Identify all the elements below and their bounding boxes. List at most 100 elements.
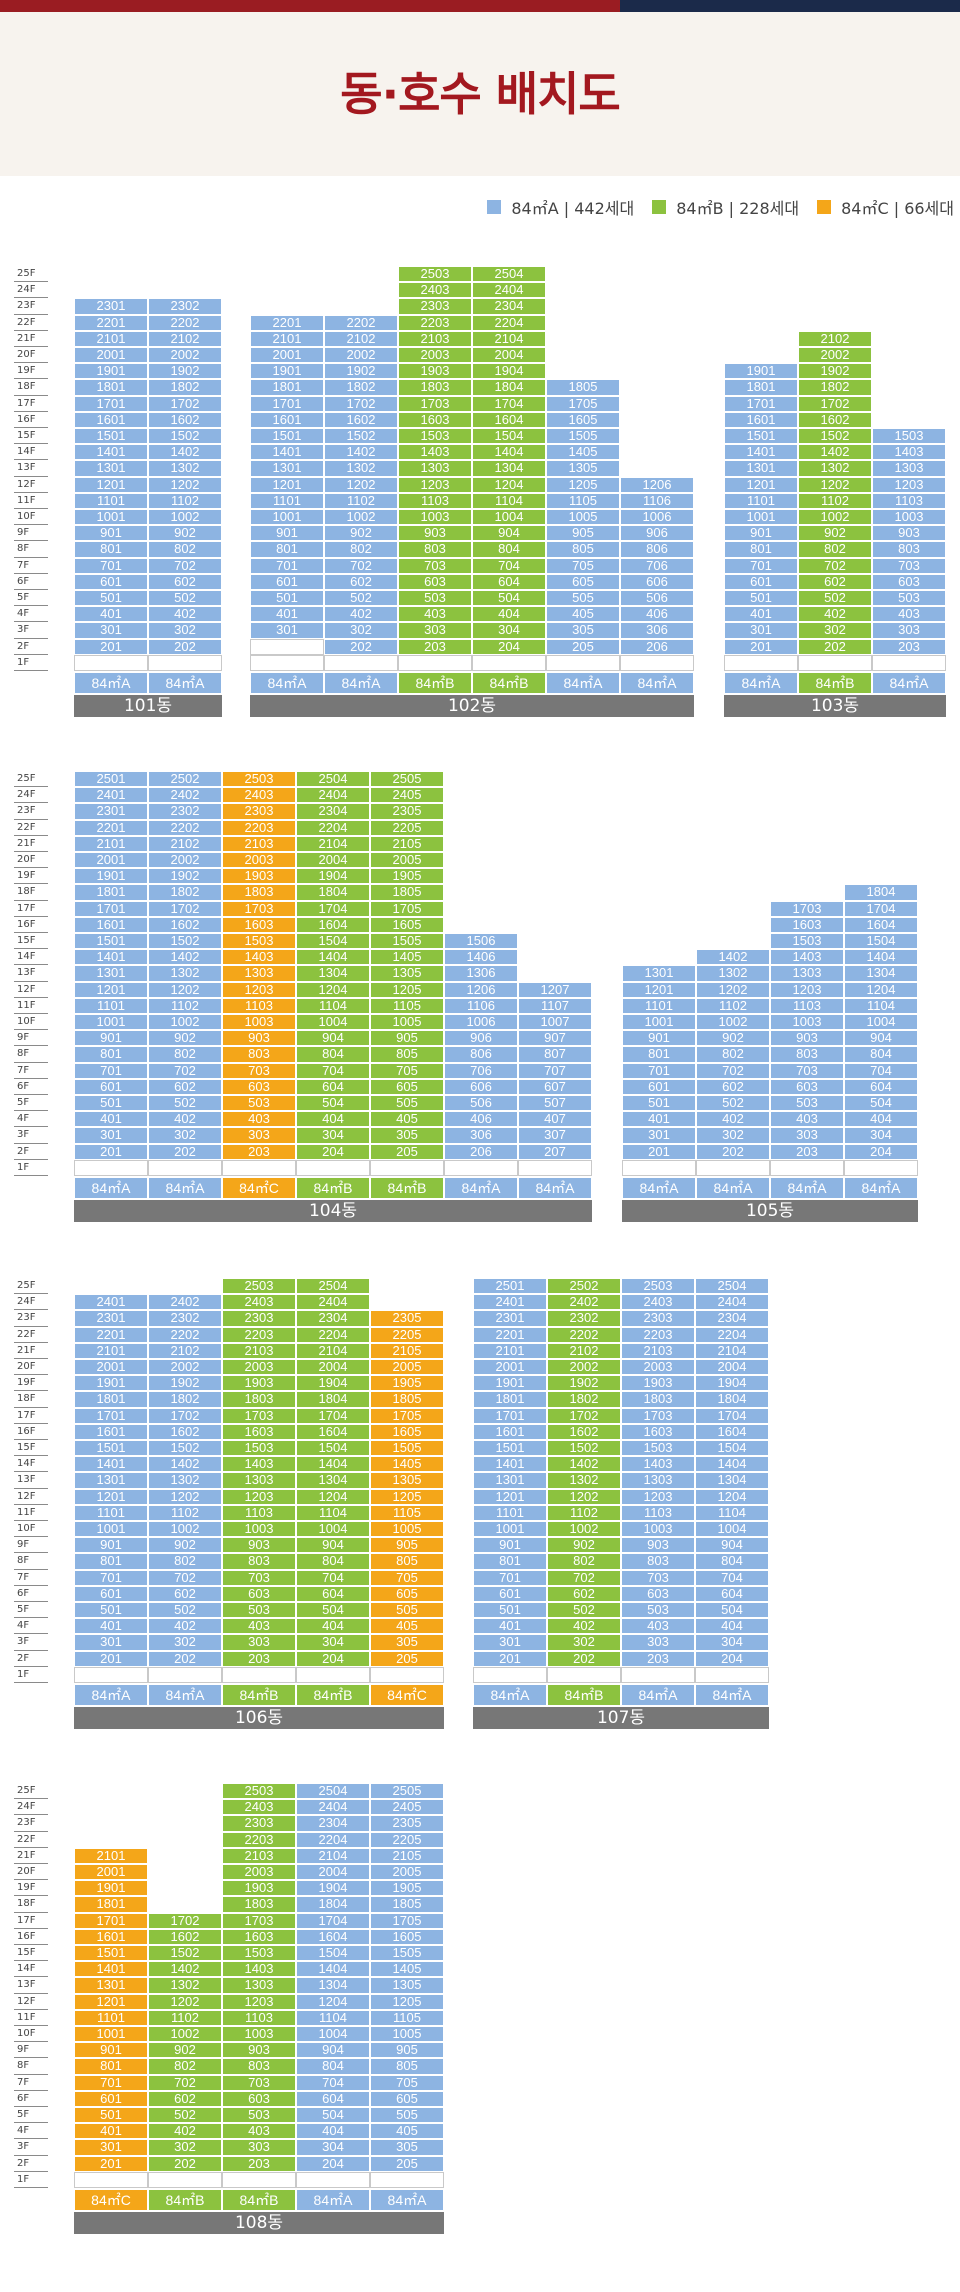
unit-cell[interactable]: 402	[547, 1618, 621, 1635]
unit-cell[interactable]: 1705	[546, 395, 620, 412]
unit-cell[interactable]: 2202	[148, 819, 222, 836]
unit-cell[interactable]: 2401	[74, 1294, 148, 1311]
unit-cell[interactable]: 2201	[74, 314, 148, 331]
unit-cell[interactable]: 1303	[770, 965, 844, 982]
unit-cell[interactable]: 1001	[74, 1014, 148, 1031]
unit-cell[interactable]: 403	[222, 2123, 296, 2140]
unit-cell[interactable]: 1003	[222, 1014, 296, 1031]
unit-cell[interactable]: 1604	[844, 916, 918, 933]
unit-cell[interactable]: 1401	[74, 1961, 148, 1978]
unit-cell[interactable]: 803	[872, 541, 946, 558]
unit-cell[interactable]: 1502	[148, 1440, 222, 1457]
unit-cell[interactable]: 1206	[620, 476, 694, 493]
unit-cell[interactable]: 503	[222, 1602, 296, 1619]
unit-cell[interactable]: 2503	[398, 266, 472, 283]
unit-cell[interactable]: 704	[472, 557, 546, 574]
unit-cell[interactable]: 2103	[222, 1847, 296, 1864]
unit-cell[interactable]: 1801	[74, 1391, 148, 1408]
unit-cell[interactable]: 306	[620, 622, 694, 639]
unit-cell[interactable]: 2203	[621, 1326, 695, 1343]
unit-cell[interactable]: 602	[696, 1078, 770, 1095]
unit-cell[interactable]: 1103	[872, 492, 946, 509]
unit-cell[interactable]: 2105	[370, 1342, 444, 1359]
unit-cell[interactable]: 1902	[547, 1375, 621, 1392]
unit-cell[interactable]: 1602	[148, 1928, 222, 1945]
unit-cell[interactable]: 803	[222, 1046, 296, 1063]
unit-cell[interactable]: 1104	[844, 997, 918, 1014]
unit-cell[interactable]: 1505	[370, 933, 444, 950]
unit-cell[interactable]: 1403	[222, 949, 296, 966]
unit-cell[interactable]: 1006	[620, 509, 694, 526]
unit-cell[interactable]: 702	[324, 557, 398, 574]
unit-cell[interactable]: 2103	[398, 330, 472, 347]
unit-cell[interactable]: 1701	[74, 900, 148, 917]
unit-cell[interactable]: 505	[370, 1602, 444, 1619]
unit-cell[interactable]: 904	[296, 1537, 370, 1554]
unit-cell[interactable]: 503	[222, 2107, 296, 2124]
unit-cell[interactable]: 506	[620, 590, 694, 607]
unit-cell[interactable]: 701	[74, 1062, 148, 1079]
unit-cell[interactable]: 1101	[74, 492, 148, 509]
unit-cell[interactable]: 1101	[724, 492, 798, 509]
unit-cell[interactable]: 1105	[370, 997, 444, 1014]
unit-cell[interactable]: 805	[546, 541, 620, 558]
unit-cell[interactable]: 302	[148, 1127, 222, 1144]
unit-cell[interactable]: 1203	[621, 1488, 695, 1505]
unit-cell[interactable]: 2503	[222, 1783, 296, 1800]
unit-cell[interactable]: 1803	[398, 379, 472, 396]
unit-cell[interactable]: 1604	[695, 1423, 769, 1440]
unit-cell[interactable]: 504	[296, 1602, 370, 1619]
unit-cell[interactable]: 703	[398, 557, 472, 574]
unit-cell[interactable]: 705	[370, 1569, 444, 1586]
unit-cell[interactable]: 1204	[296, 1993, 370, 2010]
unit-cell[interactable]: 502	[148, 590, 222, 607]
unit-cell[interactable]: 905	[370, 1030, 444, 1047]
unit-cell[interactable]: 1901	[74, 868, 148, 885]
unit-cell[interactable]: 505	[370, 2107, 444, 2124]
unit-cell[interactable]: 1201	[74, 981, 148, 998]
unit-cell[interactable]: 2305	[370, 1815, 444, 1832]
unit-cell[interactable]: 1703	[222, 1912, 296, 1929]
unit-cell[interactable]: 801	[74, 1046, 148, 1063]
unit-cell[interactable]: 2101	[74, 330, 148, 347]
unit-cell[interactable]: 901	[473, 1537, 547, 1554]
unit-cell[interactable]: 802	[696, 1046, 770, 1063]
unit-cell[interactable]: 1701	[250, 395, 324, 412]
unit-cell[interactable]: 204	[296, 1143, 370, 1160]
unit-cell[interactable]: 1205	[546, 476, 620, 493]
unit-cell[interactable]: 2405	[370, 1799, 444, 1816]
unit-cell[interactable]: 1701	[724, 395, 798, 412]
unit-cell[interactable]: 904	[296, 1030, 370, 1047]
unit-cell[interactable]: 1302	[148, 1977, 222, 1994]
unit-cell[interactable]: 2204	[296, 1326, 370, 1343]
unit-cell[interactable]: 604	[296, 1078, 370, 1095]
unit-cell[interactable]: 303	[222, 1127, 296, 1144]
unit-cell[interactable]: 1102	[547, 1504, 621, 1521]
unit-cell[interactable]: 1801	[250, 379, 324, 396]
unit-cell[interactable]: 401	[250, 606, 324, 623]
unit-cell[interactable]: 405	[370, 1618, 444, 1635]
unit-cell[interactable]: 1505	[370, 1945, 444, 1962]
unit-cell[interactable]: 504	[844, 1095, 918, 1112]
unit-cell[interactable]: 904	[296, 2042, 370, 2059]
unit-cell[interactable]: 1201	[74, 1993, 148, 2010]
unit-cell[interactable]: 1004	[296, 1014, 370, 1031]
unit-cell[interactable]: 804	[844, 1046, 918, 1063]
unit-cell[interactable]: 1204	[844, 981, 918, 998]
unit-cell[interactable]: 1502	[148, 428, 222, 445]
unit-cell[interactable]: 1203	[222, 1488, 296, 1505]
unit-cell[interactable]: 1902	[798, 363, 872, 380]
unit-cell[interactable]: 1404	[296, 1456, 370, 1473]
unit-cell[interactable]: 304	[296, 2139, 370, 2156]
unit-cell[interactable]: 2402	[547, 1294, 621, 1311]
unit-cell[interactable]: 2101	[473, 1342, 547, 1359]
unit-cell[interactable]: 203	[621, 1650, 695, 1667]
unit-cell[interactable]: 2201	[473, 1326, 547, 1343]
unit-cell[interactable]: 1705	[370, 1912, 444, 1929]
unit-cell[interactable]: 401	[473, 1618, 547, 1635]
unit-cell[interactable]: 201	[622, 1143, 696, 1160]
unit-cell[interactable]: 1002	[547, 1521, 621, 1538]
unit-cell[interactable]: 702	[148, 1569, 222, 1586]
unit-cell[interactable]: 1902	[148, 868, 222, 885]
unit-cell[interactable]: 2105	[370, 1847, 444, 1864]
